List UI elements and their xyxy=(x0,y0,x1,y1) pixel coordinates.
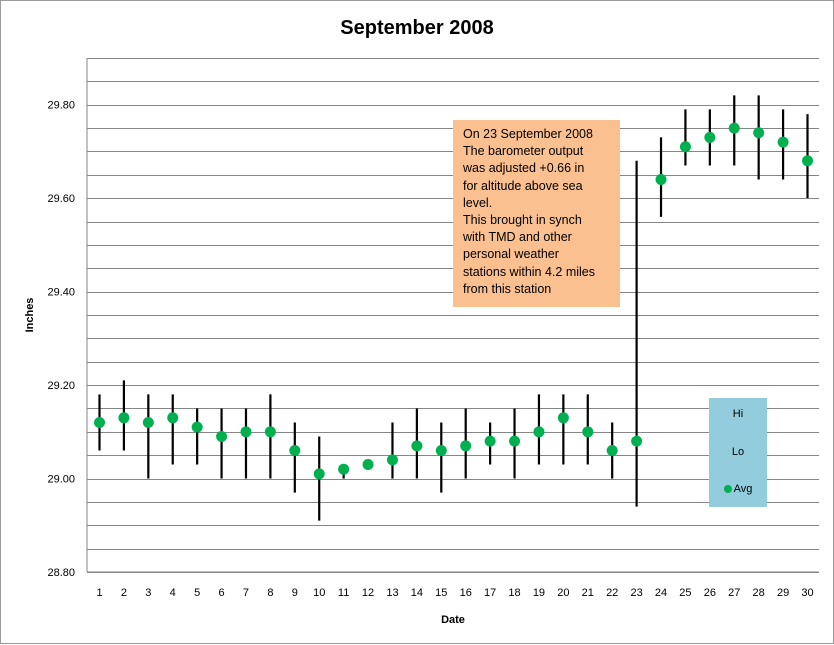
x-tick-label: 17 xyxy=(484,587,496,599)
avg-marker xyxy=(728,122,740,134)
x-tick-label: 2 xyxy=(121,587,127,599)
legend-item-avg: Avg xyxy=(709,483,767,495)
y-axis-title: Inches xyxy=(24,298,36,333)
x-tick-label: 12 xyxy=(362,587,374,599)
y-tick-label: 29.20 xyxy=(47,380,75,392)
x-tick-label: 8 xyxy=(267,587,273,599)
annotation-line: This brought in synch xyxy=(463,213,582,228)
annotation-line: for altitude above sea xyxy=(463,178,583,193)
avg-marker xyxy=(777,136,789,148)
avg-marker xyxy=(118,412,130,424)
x-tick-label: 24 xyxy=(655,587,667,599)
x-tick-label: 25 xyxy=(679,587,691,599)
avg-marker xyxy=(289,445,301,457)
avg-marker xyxy=(802,155,813,167)
avg-marker xyxy=(753,127,765,139)
x-tick-label: 10 xyxy=(313,587,325,599)
avg-marker xyxy=(411,440,423,452)
avg-marker xyxy=(142,416,154,428)
avg-marker xyxy=(313,468,325,480)
avg-marker xyxy=(167,412,179,424)
avg-marker xyxy=(557,412,569,424)
annotation-line: On 23 September 2008 xyxy=(463,127,593,141)
avg-marker xyxy=(435,445,447,457)
x-tick-label: 19 xyxy=(533,587,545,599)
x-axis-title: Date xyxy=(441,614,465,626)
avg-marker xyxy=(362,459,374,471)
legend-label-lo: Lo xyxy=(731,446,745,458)
x-tick-label: 16 xyxy=(460,587,472,599)
x-tick-label: 14 xyxy=(411,587,423,599)
avg-marker xyxy=(264,426,276,438)
legend-item-hi: Hi xyxy=(709,408,767,420)
avg-marker xyxy=(191,421,203,433)
annotation-note: On 23 September 2008 The barometer output… xyxy=(453,120,620,307)
x-tick-label: 27 xyxy=(728,587,740,599)
x-tick-label: 15 xyxy=(435,587,447,599)
legend-marker-avg xyxy=(723,485,732,494)
y-tick-label: 29.60 xyxy=(47,193,75,205)
x-tick-label: 29 xyxy=(777,587,789,599)
y-tick-label: 28.80 xyxy=(47,567,75,579)
x-tick-label: 1 xyxy=(96,587,102,599)
annotation-line: was adjusted +0.66 in xyxy=(463,161,585,176)
x-tick-label: 5 xyxy=(194,587,200,599)
chart-legend: Hi Lo Avg xyxy=(709,398,767,507)
avg-marker xyxy=(94,416,105,428)
legend-label-avg: Avg xyxy=(733,483,753,495)
avg-marker xyxy=(655,173,667,185)
annotation-line: from this station xyxy=(463,281,552,296)
annotation-line: personal weather xyxy=(463,247,559,262)
avg-marker xyxy=(704,131,716,143)
y-tick-labels: 28.80 29.00 29.20 29.40 29.60 29.80 xyxy=(47,100,75,579)
avg-marker xyxy=(582,426,594,438)
x-tick-label: 6 xyxy=(219,587,225,599)
legend-item-lo: Lo xyxy=(709,446,767,458)
avg-marker xyxy=(631,435,643,447)
avg-markers xyxy=(94,122,813,480)
annotation-line: level. xyxy=(463,195,493,210)
x-tick-label: 22 xyxy=(606,587,618,599)
x-tick-label: 11 xyxy=(338,587,349,599)
annotation-line: stations within 4.2 miles xyxy=(463,264,596,279)
avg-marker xyxy=(460,440,472,452)
avg-marker xyxy=(606,445,618,457)
x-tick-label: 23 xyxy=(630,587,642,599)
x-tick-label: 28 xyxy=(753,587,765,599)
avg-marker xyxy=(679,141,691,153)
x-tick-label: 3 xyxy=(145,587,151,599)
x-tick-labels: 1 2 3 4 5 6 7 8 9 10 11 12 13 14 15 16 17 18 19 20 21 22 23 24 2… xyxy=(96,587,813,599)
y-tick-label: 29.00 xyxy=(47,474,75,486)
axes xyxy=(86,58,819,573)
avg-marker xyxy=(484,435,496,447)
avg-marker xyxy=(386,454,398,466)
legend-label-hi: Hi xyxy=(732,408,744,420)
annotation-line: with TMD and other xyxy=(463,230,572,245)
x-tick-label: 21 xyxy=(582,587,594,599)
x-tick-label: 20 xyxy=(557,587,569,599)
avg-marker xyxy=(509,435,521,447)
chart-title: September 2008 xyxy=(340,17,493,39)
avg-marker xyxy=(216,430,228,442)
avg-marker xyxy=(240,426,252,438)
avg-marker xyxy=(338,463,350,475)
x-tick-label: 4 xyxy=(170,587,176,599)
x-tick-label: 7 xyxy=(243,587,249,599)
y-tick-label: 29.80 xyxy=(47,100,75,112)
annotation-line: The barometer output xyxy=(463,144,584,159)
x-tick-label: 26 xyxy=(704,587,716,599)
avg-marker xyxy=(533,426,545,438)
x-tick-label: 18 xyxy=(508,587,520,599)
y-tick-label: 29.40 xyxy=(47,287,75,299)
x-tick-label: 13 xyxy=(386,587,398,599)
x-tick-label: 30 xyxy=(801,587,813,599)
x-tick-label: 9 xyxy=(292,587,298,599)
